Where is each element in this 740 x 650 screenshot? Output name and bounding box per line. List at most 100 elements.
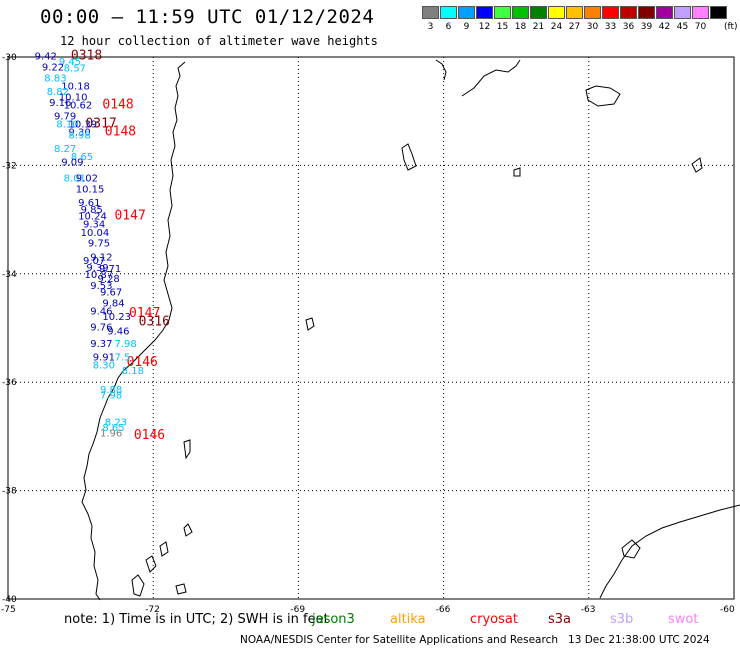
- wave-height-value: 10.04: [81, 228, 110, 239]
- legend-label: 3: [427, 22, 434, 32]
- map-title: 00:00 – 11:59 UTC 01/12/2024: [40, 6, 375, 28]
- legend-swatch: [602, 6, 619, 19]
- legend-swatch: [422, 6, 439, 19]
- legend-swatch: [548, 6, 565, 19]
- wave-height-value: 8.65: [71, 152, 93, 163]
- wave-height-value: 9.84: [102, 298, 124, 309]
- pass-time-label: 0318: [71, 49, 102, 64]
- wave-height-value: 8.27: [54, 144, 76, 155]
- wave-height-value: 9.09: [61, 157, 83, 168]
- rio-plata-islands: [585, 85, 621, 107]
- argentina-coast-north: [435, 59, 521, 97]
- wave-height-value: 8.30: [93, 361, 115, 372]
- mission-label-s3a: s3a: [548, 612, 572, 627]
- wave-height-value: 9.22: [42, 63, 64, 74]
- legend-label: 15: [496, 22, 509, 32]
- wave-height-value: 9.61: [78, 198, 100, 209]
- pass-time-label: 0147: [129, 306, 160, 321]
- pass-time-label: 0317: [85, 116, 116, 131]
- pass-time-label: 0147: [114, 209, 145, 224]
- mission-label-altika: altika: [390, 612, 426, 627]
- south-america-coast: [81, 61, 186, 601]
- wave-height-value: 8.10: [56, 119, 78, 130]
- wave-height-observations: 9.42 9.459.22 8.578.8310.188.8210.109.1610…: [35, 52, 144, 440]
- wave-height-value: 7.98: [114, 339, 136, 350]
- legend-swatch: [566, 6, 583, 19]
- wave-height-value: 9.37: [90, 339, 112, 350]
- wave-height-value: 10.18: [61, 82, 90, 93]
- wave-height-value: 9.91: [93, 353, 115, 364]
- pass-time-label: 0316: [139, 314, 170, 329]
- wave-height-value: 9.79: [54, 111, 76, 122]
- lat-lon-grid: [7, 56, 735, 600]
- legend-label: 21: [532, 22, 545, 32]
- legend-label: 70: [694, 22, 707, 32]
- legend-label: 27: [568, 22, 581, 32]
- map-subtitle: 12 hour collection of altimeter wave hei…: [60, 34, 378, 48]
- inland-lake: [401, 143, 417, 171]
- wave-height-value: 9.16: [49, 98, 71, 109]
- pass-time-label: 0146: [134, 428, 165, 443]
- patagonia-coast: [599, 504, 740, 599]
- lat-tick-label: -38: [2, 487, 17, 497]
- legend-label: 42: [658, 22, 671, 32]
- wave-height-value: 9.85: [81, 205, 103, 216]
- wave-height-value: 9.53: [90, 281, 112, 292]
- legend-swatch: [656, 6, 673, 19]
- wave-height-value: 9.71: [99, 264, 121, 275]
- lon-tick-label: -69: [290, 605, 305, 615]
- lon-tick-label: -72: [145, 605, 160, 615]
- wave-height-value: 8.83: [44, 73, 66, 84]
- wave-height-value: 9.45: [59, 57, 81, 68]
- lon-tick-label: -66: [436, 605, 451, 615]
- island-chiloe-north: [131, 574, 145, 597]
- lat-tick-label: -40: [2, 595, 17, 605]
- legend-swatch: [512, 6, 529, 19]
- mission-label-cryosat: cryosat: [470, 612, 518, 627]
- wave-height-value: 10.39: [69, 119, 98, 130]
- mission-label-s3b: s3b: [610, 612, 634, 627]
- wave-height-value: 8.01: [64, 174, 86, 185]
- legend-swatch: [494, 6, 511, 19]
- small-lake-1: [513, 167, 521, 177]
- wave-height-value: 8.98: [69, 130, 91, 141]
- legend-label: 30: [586, 22, 599, 32]
- mission-label-swot: swot: [668, 612, 699, 627]
- lat-tick-label: -36: [2, 378, 17, 388]
- wave-height-value: 8.65: [102, 423, 124, 434]
- wave-height-value: 9.30: [69, 128, 91, 139]
- wave-height-value: 10.23: [102, 312, 131, 323]
- lat-tick-label: -32: [2, 161, 17, 171]
- legend-swatch: [476, 6, 493, 19]
- legend-label: 24: [550, 22, 563, 32]
- legend-label: 12: [478, 22, 491, 32]
- wave-height-value: 9.28: [98, 274, 120, 285]
- footer-note: note: 1) Time is in UTC; 2) SWH is in fe…: [64, 612, 329, 627]
- small-islands-east: [691, 157, 703, 173]
- lat-tick-label: -34: [2, 270, 17, 280]
- wave-height-value: 9.75: [88, 239, 110, 250]
- legend-swatch: [692, 6, 709, 19]
- legend-label: 39: [640, 22, 653, 32]
- axis-tick-labels: -30 -32 -34 -36 -38 -40-75 -72 -69 -66 -63 -60: [1, 53, 735, 615]
- wave-height-value: 10.62: [64, 100, 93, 111]
- footer-credit: NOAA/NESDIS Center for Satellite Applica…: [240, 634, 710, 646]
- wave-height-value: 9.46: [90, 306, 112, 317]
- wave-height-value: 9.42: [35, 52, 57, 63]
- wave-height-value: 8.18: [122, 366, 144, 377]
- lon-tick-label: -60: [720, 605, 735, 615]
- legend-swatch: [710, 6, 727, 19]
- legend-swatch: [620, 6, 637, 19]
- southern-islands: [145, 523, 193, 595]
- wave-height-value: 9.76: [90, 323, 112, 334]
- legend-label: 45: [676, 22, 689, 32]
- map-frame: [7, 56, 735, 600]
- coastline: [81, 59, 740, 601]
- legend-swatch: [440, 6, 457, 19]
- wave-height-value: 9.34: [83, 220, 105, 231]
- wave-height-value: 9.12: [90, 252, 112, 263]
- credit-text: NOAA/NESDIS Center for Satellite Applica…: [240, 634, 558, 646]
- legend-label: 9: [463, 22, 470, 32]
